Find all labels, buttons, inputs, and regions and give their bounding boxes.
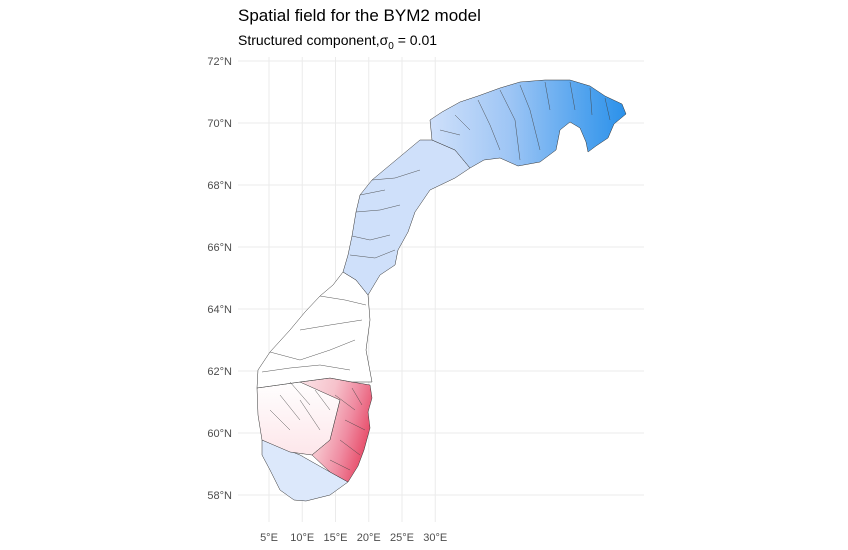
internal-boundaries — [261, 81, 611, 471]
chart-subtitle: Structured component,σ0 = 0.01 — [238, 32, 437, 52]
region-mid-north — [342, 139, 471, 296]
x-tick-label: 10°E — [290, 532, 314, 544]
y-tick-label: 66°N — [207, 242, 232, 254]
x-tick-label: 25°E — [390, 532, 414, 544]
region-southern-tip — [261, 439, 349, 502]
x-tick-label: 15°E — [324, 532, 348, 544]
y-tick-label: 58°N — [207, 490, 232, 502]
norway-regions — [256, 79, 627, 502]
y-tick-label: 72°N — [207, 56, 232, 68]
x-axis-ticks: 5°E 10°E 15°E 20°E 25°E 30°E — [260, 532, 447, 544]
y-tick-label: 70°N — [207, 118, 232, 130]
y-tick-label: 62°N — [207, 366, 232, 378]
y-tick-label: 64°N — [207, 304, 232, 316]
x-tick-label: 5°E — [260, 532, 278, 544]
subtitle-subscript: 0 — [388, 40, 394, 52]
x-tick-label: 30°E — [423, 532, 447, 544]
x-tick-label: 20°E — [357, 532, 381, 544]
y-tick-label: 68°N — [207, 180, 232, 192]
region-central — [256, 271, 373, 389]
chart-title: Spatial field for the BYM2 model — [238, 6, 481, 25]
subtitle-text: Structured component, — [238, 32, 380, 48]
region-far-north — [429, 79, 627, 169]
y-axis-ticks: 58°N 60°N 62°N 64°N 66°N 68°N 70°N 72°N — [207, 56, 232, 502]
subtitle-value: = 0.01 — [393, 32, 438, 48]
y-tick-label: 60°N — [207, 428, 232, 440]
region-south-east — [299, 377, 373, 483]
subtitle-symbol: σ — [379, 32, 389, 48]
